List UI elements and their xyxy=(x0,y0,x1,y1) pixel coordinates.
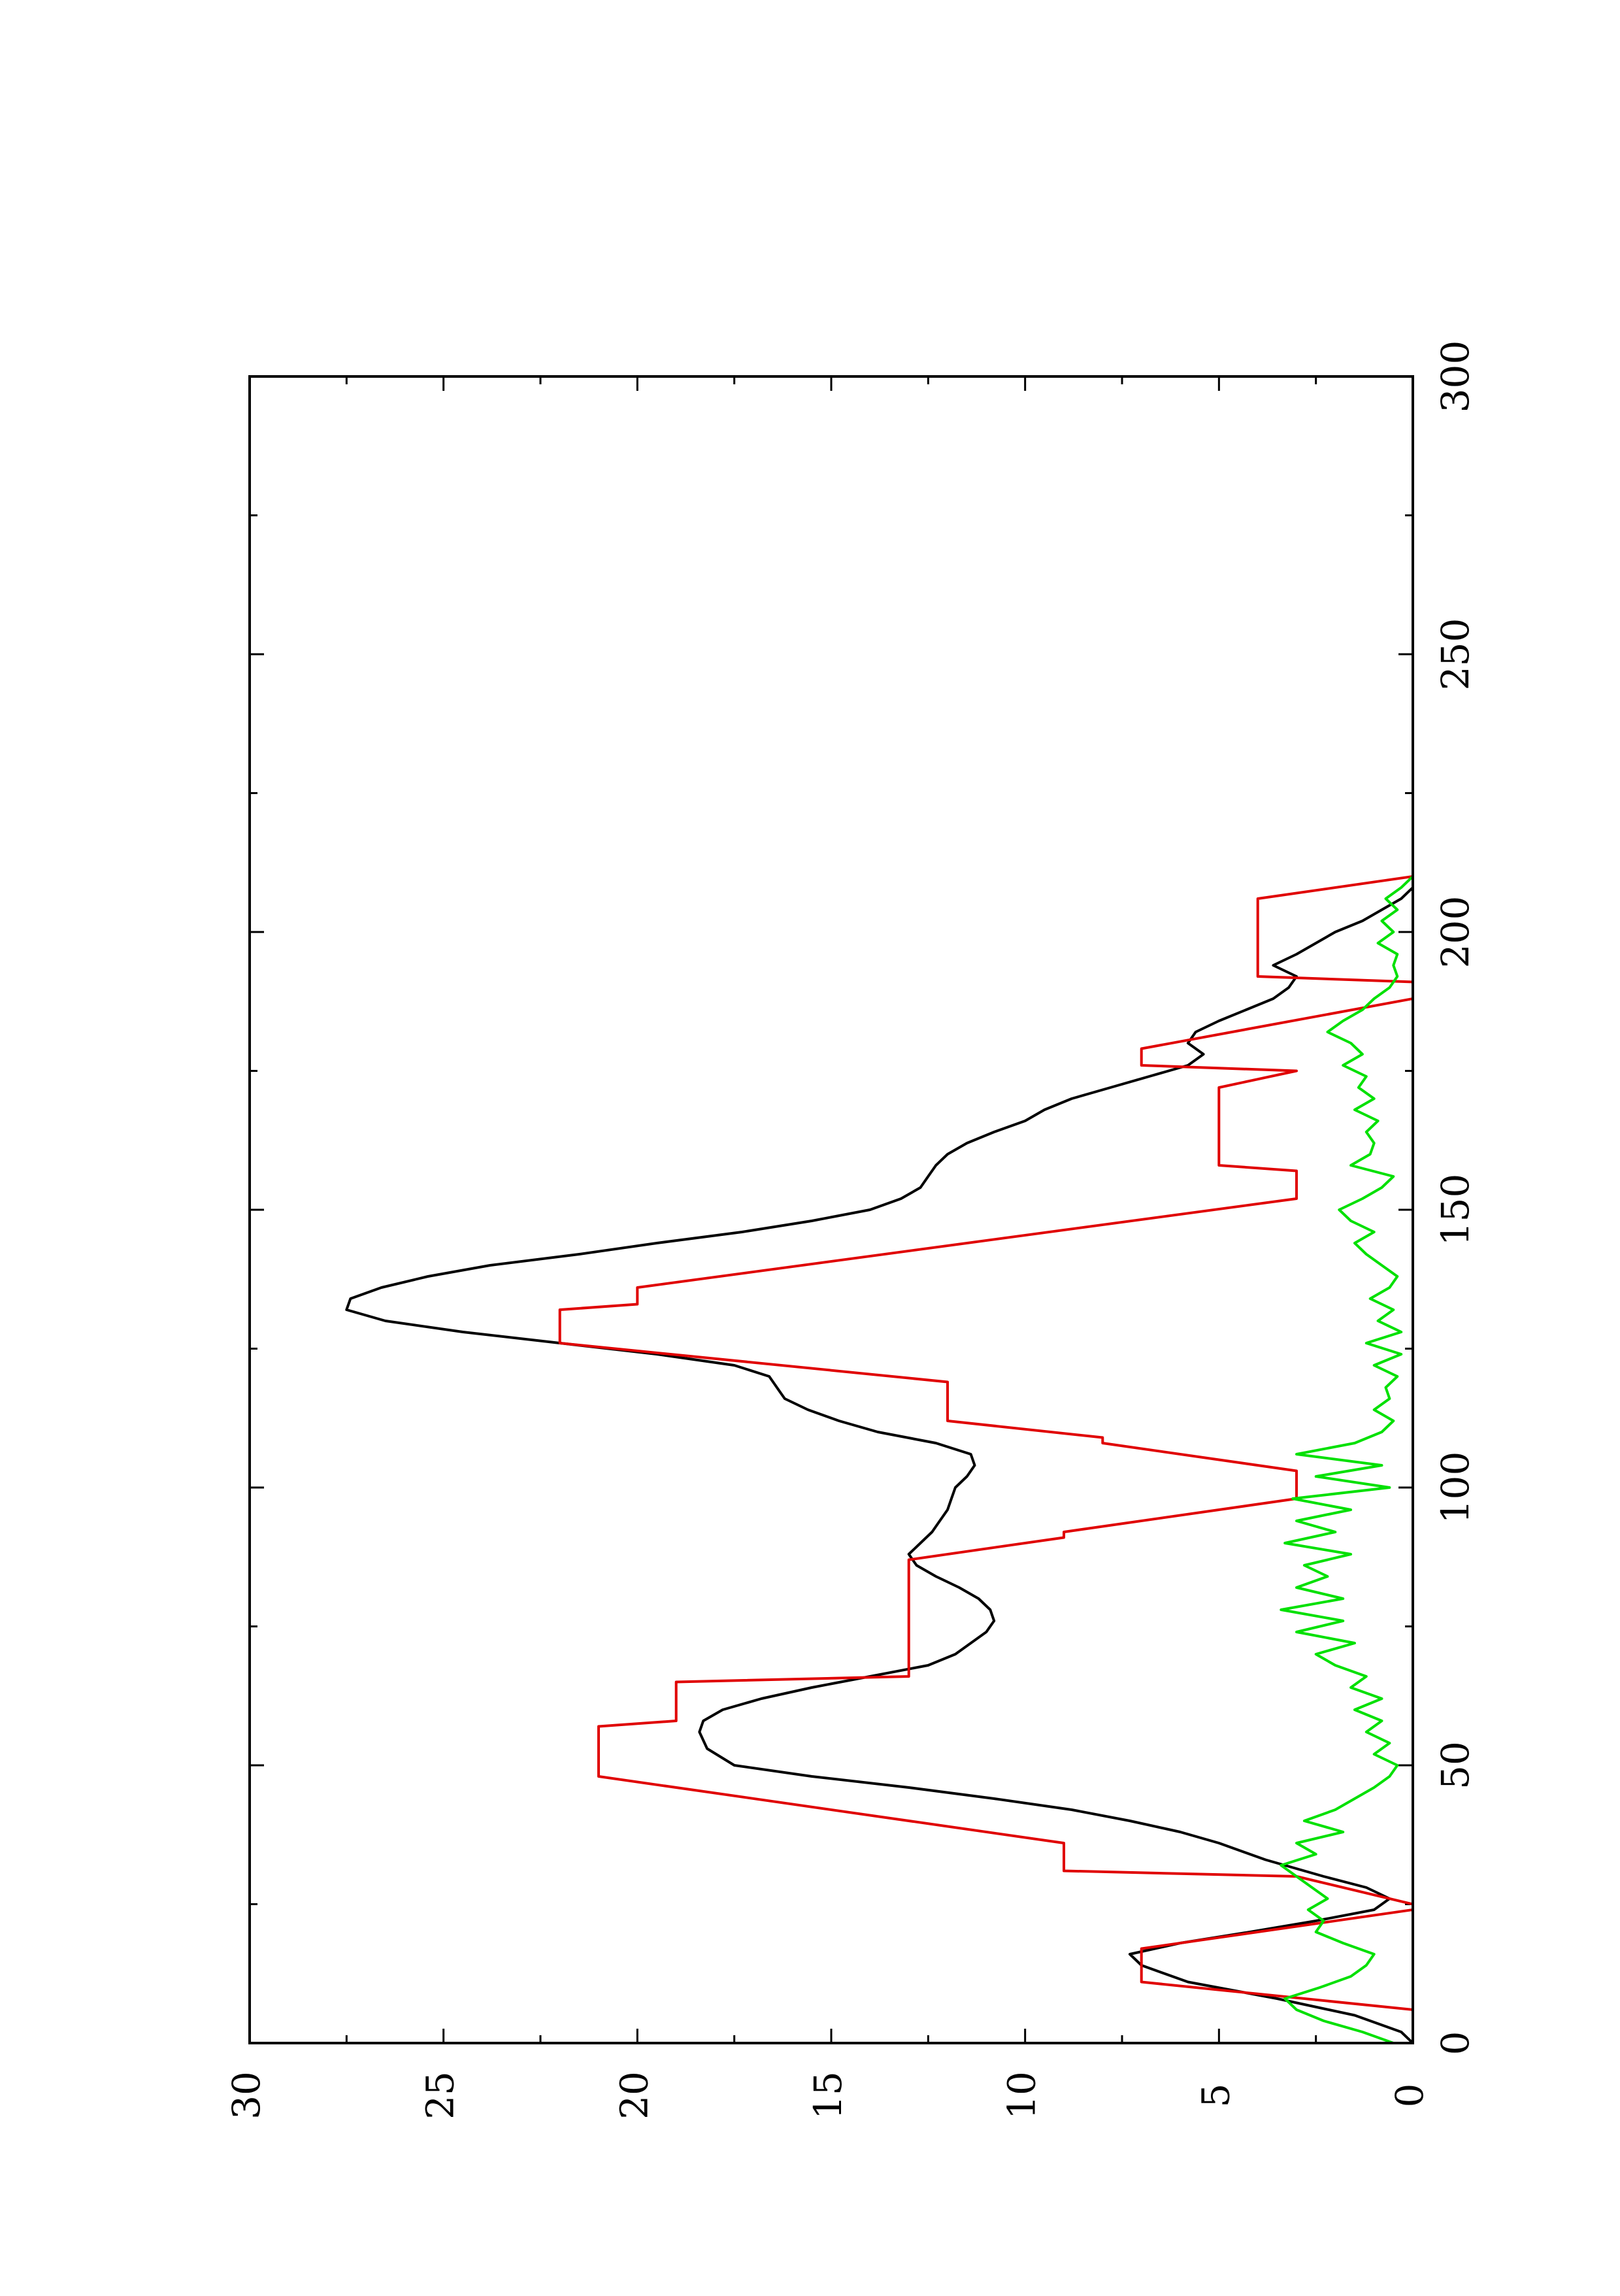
x-tick-label: 100 xyxy=(1433,1452,1478,1524)
y-tick-label: 25 xyxy=(418,2071,463,2120)
x-tick-label: 50 xyxy=(1433,1741,1478,1789)
y-tick-label: 10 xyxy=(1000,2071,1044,2120)
x-tick-label: 200 xyxy=(1433,896,1478,969)
y-tick-label: 0 xyxy=(1387,2084,1432,2108)
plot-frame xyxy=(248,375,1414,2044)
x-tick-label: 150 xyxy=(1433,1174,1478,1246)
y-tick-label: 5 xyxy=(1193,2084,1238,2108)
ticks-layer xyxy=(248,375,1414,2044)
green-series-line xyxy=(1280,875,1414,2044)
x-tick-label: 250 xyxy=(1433,618,1478,691)
y-tick-label: 20 xyxy=(612,2071,656,2120)
red-series-line xyxy=(558,875,1414,2043)
black-series-line xyxy=(345,886,1414,2044)
x-tick-label: 0 xyxy=(1433,2031,1478,2055)
y-tick-label: 15 xyxy=(806,2071,850,2120)
y-tick-label: 30 xyxy=(224,2071,269,2120)
labels-layer: 0 50 100 150 200 250 300 0 5 10 15 20 25 30 xyxy=(224,341,1478,2120)
series-layer xyxy=(345,875,1414,2044)
x-tick-label: 300 xyxy=(1433,341,1478,413)
